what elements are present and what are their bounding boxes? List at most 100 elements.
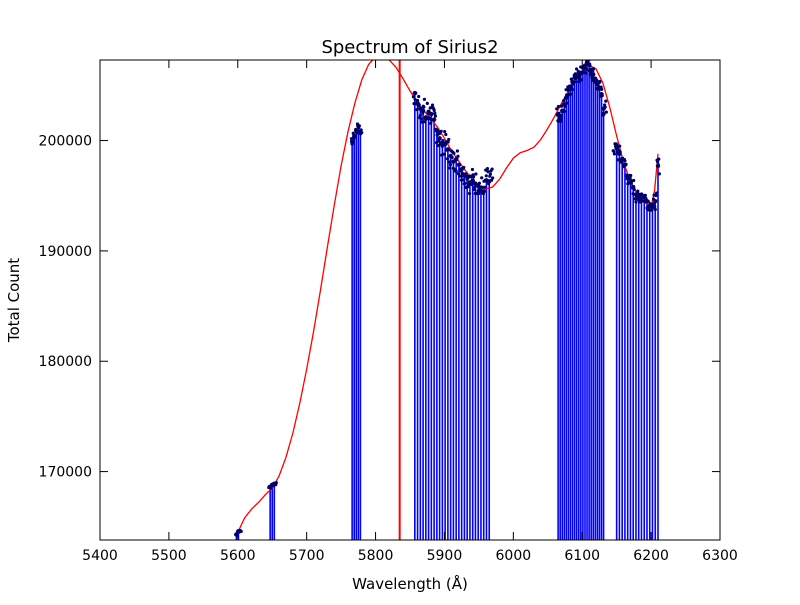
data-point xyxy=(480,185,484,189)
data-point xyxy=(480,176,484,180)
data-point xyxy=(456,154,460,158)
y-tick-label: 170000 xyxy=(39,465,92,481)
data-point xyxy=(490,167,494,171)
data-point xyxy=(462,165,466,170)
data-point xyxy=(636,189,640,193)
data-point xyxy=(631,192,635,196)
data-point xyxy=(563,96,568,100)
data-point xyxy=(556,104,561,109)
y-tick-label: 200000 xyxy=(39,134,92,150)
data-point xyxy=(359,128,363,132)
data-point xyxy=(452,151,456,155)
data-point xyxy=(586,61,590,66)
data-point xyxy=(447,160,451,164)
data-point xyxy=(600,94,604,98)
data-point xyxy=(463,181,467,185)
data-point xyxy=(618,150,622,154)
data-point xyxy=(439,129,443,133)
data-point xyxy=(569,92,573,96)
data-point xyxy=(443,129,447,134)
data-point xyxy=(360,131,364,135)
data-point xyxy=(486,170,490,174)
data-point xyxy=(583,63,587,67)
data-point xyxy=(269,486,273,490)
y-tick-label: 180000 xyxy=(39,354,92,370)
data-point xyxy=(577,80,581,84)
data-point xyxy=(411,95,416,99)
data-point xyxy=(578,72,582,77)
data-point xyxy=(351,140,355,144)
data-point xyxy=(481,191,486,196)
data-point xyxy=(470,178,475,183)
data-point xyxy=(431,117,437,122)
data-point xyxy=(612,149,616,153)
data-point xyxy=(491,176,495,180)
data-point xyxy=(445,148,449,152)
data-point xyxy=(422,97,427,101)
data-point xyxy=(353,134,357,138)
data-point xyxy=(657,157,661,161)
data-point xyxy=(580,78,584,82)
data-point xyxy=(418,113,422,118)
data-point xyxy=(454,169,458,173)
x-tick-label: 6000 xyxy=(496,548,532,564)
data-point xyxy=(471,175,476,179)
data-point xyxy=(442,152,446,156)
data-point xyxy=(591,72,596,77)
data-point xyxy=(604,110,608,114)
data-point xyxy=(482,185,487,189)
x-tick-label: 5900 xyxy=(427,548,463,564)
data-point xyxy=(447,137,451,142)
data-point xyxy=(564,88,568,92)
data-point xyxy=(429,111,434,117)
data-point xyxy=(355,131,359,135)
data-point xyxy=(470,182,474,186)
x-tick-label: 6300 xyxy=(702,548,738,564)
data-point xyxy=(654,191,659,195)
x-tick-label: 5500 xyxy=(151,548,187,564)
data-point xyxy=(425,101,429,105)
data-point xyxy=(625,173,629,177)
data-point xyxy=(433,111,437,115)
data-point xyxy=(584,67,589,71)
data-point xyxy=(657,172,661,176)
data-point xyxy=(562,98,566,103)
data-point xyxy=(573,80,577,84)
data-point xyxy=(624,162,628,166)
data-point xyxy=(432,108,436,113)
x-tick-label: 5600 xyxy=(220,548,256,564)
data-point xyxy=(588,72,593,76)
data-point xyxy=(417,94,421,99)
data-point xyxy=(417,103,421,107)
data-point xyxy=(604,99,608,103)
data-point xyxy=(632,187,636,192)
data-point xyxy=(274,481,278,485)
data-point xyxy=(429,121,433,125)
data-point xyxy=(656,163,660,167)
data-point xyxy=(429,118,433,122)
data-point xyxy=(430,103,435,107)
data-point xyxy=(422,105,426,109)
data-point xyxy=(461,178,465,182)
data-point xyxy=(349,137,354,141)
data-point xyxy=(415,98,420,103)
data-point xyxy=(485,166,490,171)
data-point xyxy=(584,71,588,75)
data-point xyxy=(414,91,418,95)
data-point xyxy=(474,172,478,176)
data-point xyxy=(426,111,431,115)
chart-title: Spectrum of Sirius2 xyxy=(321,37,498,58)
x-tick-label: 6100 xyxy=(564,548,600,564)
data-point xyxy=(467,191,472,196)
data-point xyxy=(485,179,489,183)
data-point xyxy=(626,181,631,185)
plot-area xyxy=(234,60,661,540)
data-point xyxy=(653,205,657,209)
data-point xyxy=(629,173,633,178)
x-tick-label: 6200 xyxy=(633,548,669,564)
data-point xyxy=(593,76,597,80)
data-point xyxy=(595,78,599,83)
data-point xyxy=(477,191,481,196)
data-point xyxy=(612,152,616,156)
data-point xyxy=(628,176,632,180)
